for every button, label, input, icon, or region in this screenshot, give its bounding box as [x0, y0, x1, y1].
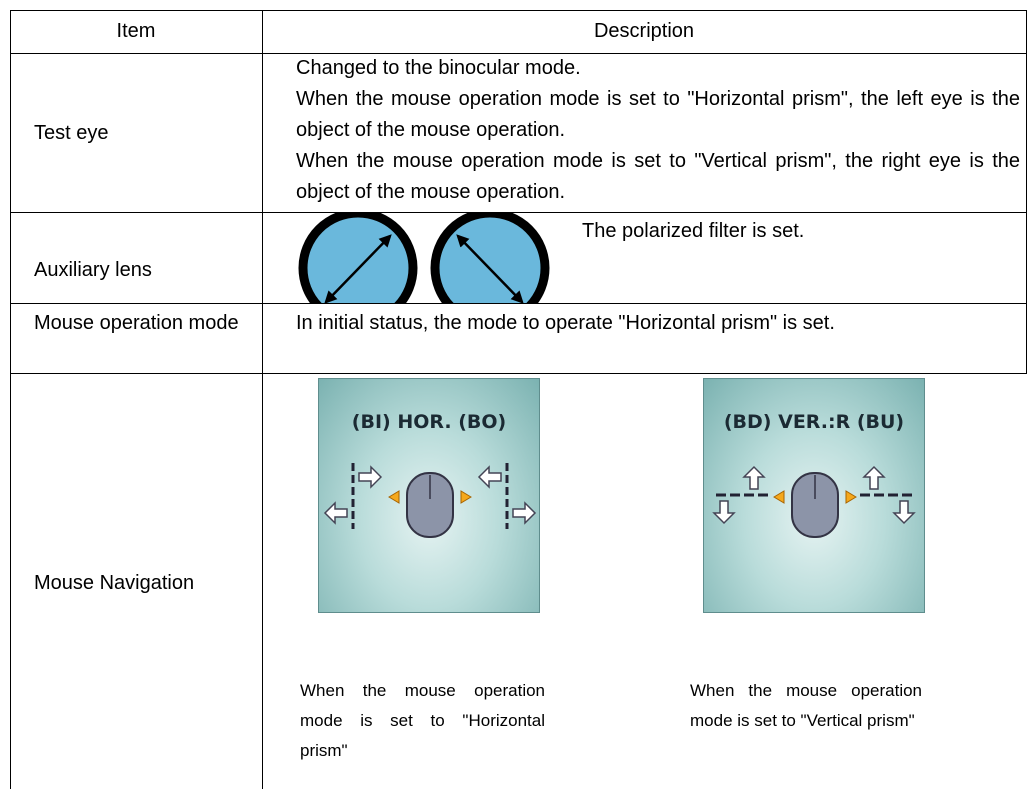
panel-label: (BI) HOR. (BO) — [351, 411, 507, 433]
description: Changed to the binocular mode. When the … — [296, 53, 1020, 208]
caption: When the mouse operation mode is set to … — [300, 681, 545, 760]
navigation-panel: (BD) VER.:R (BU) — [703, 378, 925, 613]
polarized-icons — [298, 212, 550, 303]
description: In initial status, the mode to operate "… — [296, 312, 835, 334]
caption: When the mouse operation mode is set to … — [690, 681, 922, 730]
border — [10, 10, 1027, 11]
item: Mouse operation mode — [34, 312, 239, 334]
paragraph: Changed to the binocular mode. — [296, 57, 581, 79]
item: Mouse Navigation — [34, 572, 195, 594]
border — [10, 212, 1027, 213]
mouse-graphic — [323, 463, 537, 538]
border — [10, 303, 1027, 304]
border — [1026, 10, 1027, 373]
panel-label: (BD) VER.:R (BU) — [723, 411, 905, 433]
border — [10, 373, 1027, 374]
item: Auxiliary lens — [34, 259, 152, 281]
paragraph: When the mouse operation mode is set to … — [296, 150, 1020, 203]
header-cell: Description — [593, 20, 695, 42]
border — [10, 10, 11, 789]
navigation-panel: (BI) HOR. (BO) — [318, 378, 540, 613]
mouse-graphic — [712, 465, 916, 538]
header-cell: Item — [116, 20, 156, 42]
border — [10, 53, 1027, 54]
item: Test eye — [34, 122, 109, 144]
description: The polarized filter is set. — [582, 220, 805, 242]
paragraph: When the mouse operation mode is set to … — [296, 88, 1020, 141]
border — [262, 10, 263, 789]
